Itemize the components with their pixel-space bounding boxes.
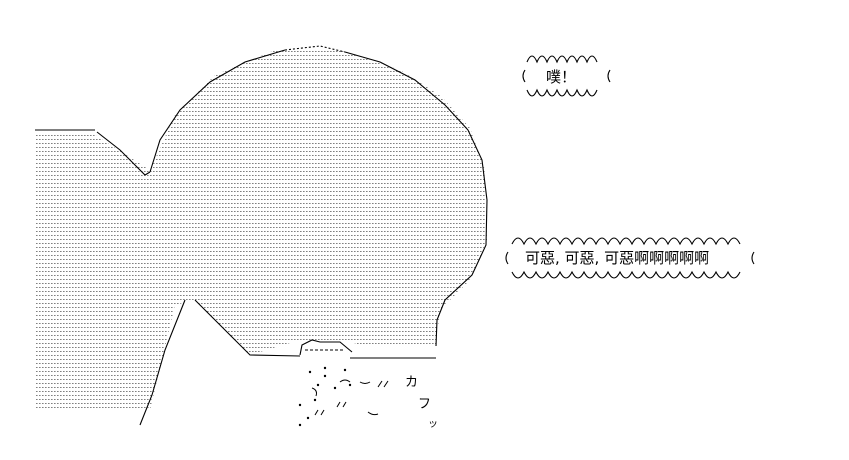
- sfx-ka: カ: [405, 375, 419, 390]
- head-outline: [35, 45, 488, 426]
- mouth: [299, 339, 353, 356]
- sfx-small-tsu: ッ: [428, 419, 438, 430]
- large-speech-bubble: [505, 237, 755, 279]
- head-fill: [35, 48, 487, 410]
- small-bubble-text: 噗！: [546, 68, 577, 86]
- large-bubble-text: 可惡, 可惡, 可惡啊啊啊啊啊: [525, 249, 710, 267]
- spray-marks: [298, 366, 389, 427]
- small-speech-bubble: [522, 55, 611, 97]
- sfx-fu: フ: [418, 397, 432, 412]
